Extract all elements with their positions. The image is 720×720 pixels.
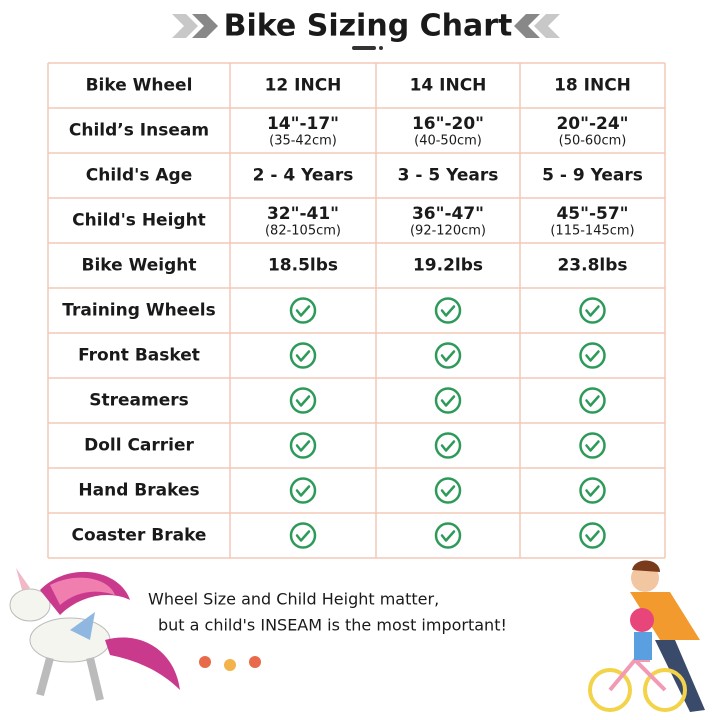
title: Bike Sizing Chart (224, 9, 513, 44)
check-mark (585, 530, 600, 542)
check-circle (434, 432, 462, 459)
column-header: Bike Wheel (86, 76, 193, 96)
check-circle (579, 432, 606, 459)
row-label: Front Basket (78, 346, 200, 366)
footer-line: but a child's INSEAM is the most importa… (158, 616, 507, 635)
column-header: 18 INCH (554, 76, 631, 96)
cell-value: 16"-20" (412, 114, 484, 134)
check-circle (434, 297, 462, 324)
row-label: Doll Carrier (84, 436, 194, 456)
row-label: Child's Age (86, 166, 193, 186)
column-header: 12 INCH (265, 76, 342, 96)
row-label: Bike Weight (82, 256, 197, 276)
cell-value: 19.2lbs (413, 256, 483, 276)
cell-value: 32"-41" (267, 204, 339, 224)
cell-value: 14"-17" (267, 114, 339, 134)
check-mark (295, 485, 311, 497)
check-circle (289, 432, 317, 459)
check-mark (585, 395, 600, 407)
check-mark (585, 485, 600, 497)
cell-subvalue: (50-60cm) (559, 134, 627, 149)
cell-subvalue: (35-42cm) (269, 134, 337, 149)
flowers (199, 656, 261, 671)
check-circle (434, 387, 462, 414)
check-circle (289, 297, 317, 324)
cell-value: 3 - 5 Years (398, 166, 499, 186)
cell-value: 18.5lbs (268, 256, 338, 276)
check-circle (579, 342, 606, 369)
table: Bike Wheel 12 INCH 14 INCH 18 INCH Child’s I… (47, 62, 666, 559)
check-mark (440, 485, 456, 497)
check-mark (440, 350, 456, 362)
check-circle (579, 477, 606, 504)
check-icon (434, 342, 462, 369)
check-icon (434, 432, 462, 459)
check-mark (585, 440, 600, 452)
check-circle (289, 522, 317, 549)
check-icon (289, 387, 317, 414)
check-mark (295, 305, 311, 317)
check-icon (434, 387, 462, 414)
column-header: 14 INCH (410, 76, 487, 96)
row-label: Child's Height (72, 211, 206, 231)
check-mark (295, 350, 311, 362)
cell-value: 23.8lbs (557, 256, 627, 276)
check-circle (434, 477, 462, 504)
cell-subvalue: (82-105cm) (265, 224, 341, 239)
check-circle (434, 342, 462, 369)
check-mark (295, 530, 311, 542)
check-icon (579, 342, 606, 369)
cell-value: 20"-24" (556, 114, 628, 134)
cell-value: 45"-57" (556, 204, 628, 224)
cell-value: 2 - 4 Years (253, 166, 354, 186)
cell-subvalue: (115-145cm) (550, 224, 634, 239)
chevrons-left (172, 14, 218, 38)
check-icon (434, 477, 462, 504)
check-circle (579, 297, 606, 324)
row-label: Streamers (89, 391, 189, 411)
check-icon (289, 342, 317, 369)
check-mark (585, 305, 600, 317)
check-icon (289, 477, 317, 504)
row-label: Child’s Inseam (69, 121, 209, 141)
check-mark (585, 350, 600, 362)
check-icon (289, 432, 317, 459)
check-icon (579, 297, 606, 324)
chevrons-right (514, 14, 560, 38)
check-mark (440, 530, 456, 542)
check-mark (295, 440, 311, 452)
check-circle (579, 387, 606, 414)
check-circle (289, 342, 317, 369)
cell-value: 36"-47" (412, 204, 484, 224)
check-circle (289, 387, 317, 414)
check-icon (579, 432, 606, 459)
check-mark (440, 395, 456, 407)
footer-line: Wheel Size and Child Height matter, (148, 590, 439, 609)
parent-child-illustration (588, 560, 705, 712)
row-label: Hand Brakes (78, 481, 199, 501)
check-icon (434, 522, 462, 549)
row-label: Training Wheels (62, 301, 215, 321)
check-circle (579, 522, 606, 549)
check-icon (579, 387, 606, 414)
check-mark (440, 440, 456, 452)
check-circle (434, 522, 462, 549)
check-icon (289, 522, 317, 549)
check-mark (440, 305, 456, 317)
title-dot (379, 46, 383, 50)
cell-value: 5 - 9 Years (542, 166, 643, 186)
title-underline (352, 46, 376, 50)
cell-subvalue: (92-120cm) (410, 224, 486, 239)
check-icon (434, 297, 462, 324)
cell-subvalue: (40-50cm) (414, 134, 482, 149)
check-icon (289, 297, 317, 324)
unicorn-illustration (9, 568, 180, 701)
check-mark (295, 395, 311, 407)
check-circle (289, 477, 317, 504)
check-icon (579, 477, 606, 504)
check-icon (579, 522, 606, 549)
row-label: Coaster Brake (72, 526, 207, 546)
